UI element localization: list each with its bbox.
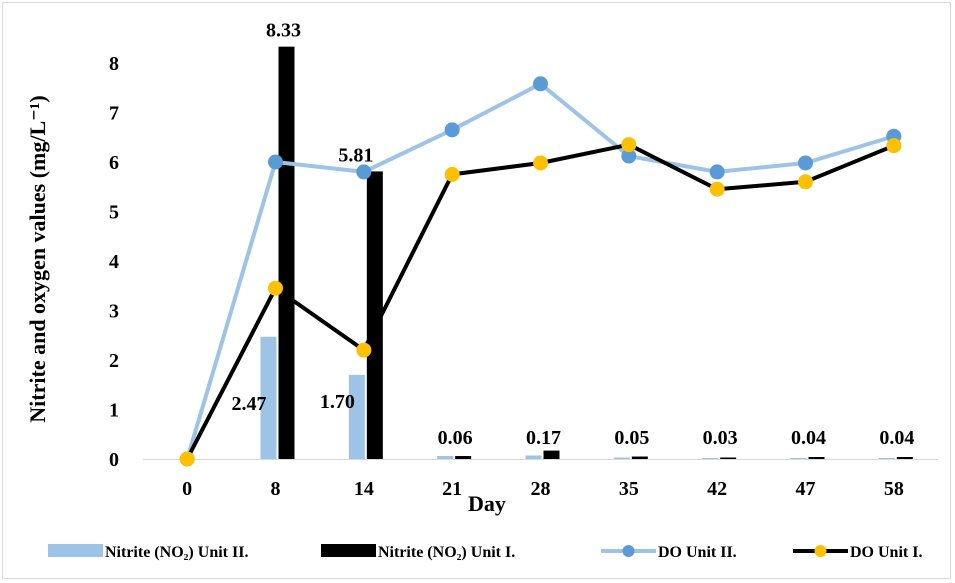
x-axis-title: Day [468,491,506,516]
y-tick-label-5: 5 [109,202,119,224]
nitrite-oxygen-chart: 2.47 1.70 8.33 5.81 0.06 0.17 0.05 0.03 0.04 0.04… [25,20,938,561]
bar-nitrite-no-unit-i--2 [366,171,383,459]
y-tick-label-7: 7 [109,103,119,125]
y-tick-label-4: 4 [109,251,119,273]
legend: Nitrite (NO₂) Unit II. Nitrite (NO₂) Unit… [48,544,922,561]
x-tick-label-14: 14 [354,478,374,500]
data-label-unit-i-3: 0.06 [438,427,473,449]
legend-swatch-nitrite-no-unit-i- [321,544,376,557]
x-tick-label-35: 35 [619,478,639,500]
marker-do-unit-i--8 [886,138,902,154]
data-label-unit-ii-1: 2.47 [232,393,267,415]
marker-do-unit-i--6 [709,181,725,197]
legend-label-do-unit-i-: DO Unit I. [850,544,922,561]
bar-nitrite-no-unit-ii--6 [702,458,719,459]
bar-nitrite-no-unit-i--5 [631,456,648,459]
marker-do-unit-i--1 [268,280,283,296]
marker-do-unit-i--3 [444,166,460,182]
bar-nitrite-no-unit-i--7 [808,457,825,459]
bar-nitrite-no-unit-ii--7 [790,458,807,459]
bar-nitrite-no-unit-ii--5 [613,457,630,459]
y-tick-label-2: 2 [109,350,119,372]
marker-do-unit-ii--1 [268,154,283,170]
data-label-unit-i-8: 0.04 [879,427,914,449]
data-label-unit-i-6: 0.03 [703,427,738,449]
y-tick-layer: 0 1 2 3 4 5 6 7 8 [109,53,119,471]
y-tick-label-0: 0 [109,449,119,471]
marker-do-unit-i--2 [356,342,372,358]
marker-do-unit-i--5 [621,137,637,153]
legend-swatch-nitrite-no-unit-ii- [48,544,103,557]
y-tick-label-1: 1 [109,400,119,422]
data-label-unit-i-5: 0.05 [614,427,649,449]
x-tick-label-21: 21 [442,478,462,500]
y-tick-label-3: 3 [109,301,119,323]
bar-nitrite-no-unit-i--3 [455,456,472,459]
data-label-unit-i-2: 5.81 [338,144,373,166]
legend-label-do-unit-ii-: DO Unit II. [658,544,737,561]
marker-do-unit-ii--7 [798,155,813,171]
marker-do-unit-i--7 [798,174,813,190]
line-layer [179,76,902,467]
bar-nitrite-no-unit-i--6 [720,457,737,459]
bar-nitrite-no-unit-i--8 [896,457,913,459]
marker-do-unit-ii--3 [444,122,460,138]
x-tick-label-42: 42 [707,478,727,500]
bar-nitrite-no-unit-ii--2 [348,374,365,459]
bar-nitrite-no-unit-ii--3 [437,456,454,459]
x-tick-label-28: 28 [531,478,551,500]
legend-swatch-marker-do-unit-i- [814,545,827,557]
y-tick-label-8: 8 [109,53,119,75]
bar-nitrite-no-unit-i--1 [278,46,295,459]
bar-nitrite-no-unit-ii--1 [260,336,277,459]
marker-do-unit-ii--2 [356,164,372,180]
legend-swatch-marker-do-unit-ii- [622,545,635,557]
x-tick-label-58: 58 [884,478,904,500]
x-tick-label-0: 0 [182,478,192,500]
y-axis-title: Nitrite and oxygen values (mg/L⁻¹) [25,95,50,422]
bar-nitrite-no-unit-ii--4 [525,455,542,459]
x-tick-label-8: 8 [271,478,281,500]
marker-do-unit-ii--4 [533,76,548,92]
legend-label-nitrite-no-unit-i-: Nitrite (NO₂) Unit I. [378,544,515,561]
data-label-layer: 2.47 1.70 8.33 5.81 0.06 0.17 0.05 0.03 0.04 0.04 [232,20,915,449]
x-tick-label-47: 47 [796,478,816,500]
bar-nitrite-no-unit-ii--8 [878,458,895,459]
bar-nitrite-no-unit-i--4 [543,450,560,459]
legend-label-nitrite-no-unit-ii-: Nitrite (NO₂) Unit II. [105,544,248,561]
marker-do-unit-ii--6 [709,164,725,180]
marker-do-unit-i--4 [533,155,548,171]
data-label-unit-i-4: 0.17 [526,427,561,449]
data-label-unit-i-1: 8.33 [266,20,301,42]
bar-layer [260,46,913,459]
data-label-unit-ii-2: 1.70 [320,391,355,413]
x-tick-layer: 0 8 14 21 28 35 42 47 58 [182,478,904,500]
y-tick-label-6: 6 [109,152,119,174]
data-label-unit-i-7: 0.04 [791,427,826,449]
marker-do-unit-i--0 [179,451,195,467]
